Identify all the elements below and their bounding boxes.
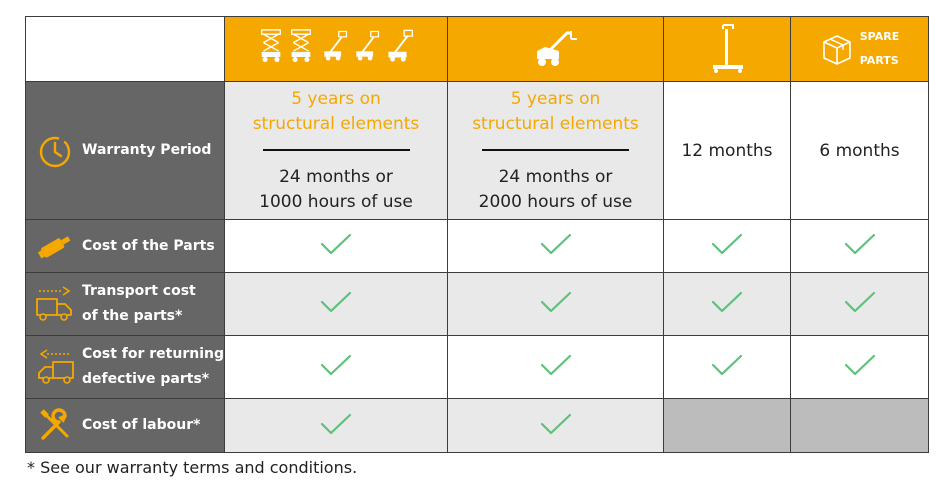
check-icon <box>539 412 573 436</box>
check-icon <box>539 353 573 377</box>
row-label-returning: Cost for returning defective parts* <box>25 335 225 399</box>
check-icon <box>710 353 744 377</box>
aerial-platforms-icon <box>260 29 414 63</box>
check-icon <box>710 232 744 256</box>
check-returning-telehandler <box>447 335 664 399</box>
warranty-tele-black-1: 24 months or <box>498 166 613 187</box>
parts-label: Cost of the Parts <box>82 237 215 254</box>
row-label-labour: Cost of labour* <box>25 398 225 453</box>
check-transport-telehandler <box>447 272 664 336</box>
check-icon <box>710 290 744 314</box>
check-icon <box>843 232 877 256</box>
warranty-tele-orange-2: structural elements <box>472 113 639 134</box>
transport-label-1: Transport cost <box>82 283 196 299</box>
header-row: SPARE PARTS <box>25 16 929 82</box>
wrench-screwdriver-icon <box>40 407 69 440</box>
warranty-aerial-black-1: 24 months or <box>279 166 393 187</box>
returning-label-1: Cost for returning <box>82 346 224 362</box>
truck-return-icon <box>38 349 74 384</box>
check-icon <box>843 353 877 377</box>
check-icon <box>319 232 353 256</box>
footnote: * See our warranty terms and conditions. <box>27 458 358 477</box>
warranty-tele-black-2: 2000 hours of use <box>478 191 633 212</box>
row-label-warranty: Warranty Period <box>25 81 225 220</box>
check-returning-aerial <box>224 335 448 399</box>
warranty-table: SPARE PARTS Warranty Period 5 years on s… <box>25 16 929 453</box>
check-parts-aerial <box>224 219 448 273</box>
warranty-cell-mast: 12 months <box>663 81 791 220</box>
separator <box>482 148 629 151</box>
table-row-labour: Cost of labour* <box>25 398 929 453</box>
check-icon <box>319 290 353 314</box>
table-row-parts: Cost of the Parts <box>25 219 929 273</box>
mast-lift-icon <box>713 24 743 73</box>
check-parts-mast <box>663 219 791 273</box>
na-labour-spare <box>790 398 929 453</box>
header-mast-lift <box>663 16 791 82</box>
warranty-aerial-black-2: 1000 hours of use <box>259 191 413 212</box>
check-icon <box>539 290 573 314</box>
check-icon <box>843 290 877 314</box>
check-parts-spare <box>790 219 929 273</box>
check-returning-mast <box>663 335 791 399</box>
warranty-period-label: Warranty Period <box>82 142 212 158</box>
header-spare-parts: SPARE PARTS <box>790 16 929 82</box>
check-transport-mast <box>663 272 791 336</box>
check-parts-telehandler <box>447 219 664 273</box>
telehandler-icon <box>536 31 577 66</box>
check-icon <box>539 232 573 256</box>
header-telehandler <box>447 16 664 82</box>
check-icon <box>319 412 353 436</box>
separator <box>262 148 410 151</box>
header-blank-cell <box>25 16 225 82</box>
labour-label: Cost of labour* <box>82 417 201 433</box>
warranty-tele-orange-1: 5 years on <box>510 88 601 109</box>
truck-forward-icon <box>36 286 72 321</box>
parcel-box-icon <box>822 35 851 65</box>
check-transport-spare <box>790 272 929 336</box>
transport-label-2: of the parts* <box>82 308 183 324</box>
returning-label-2: defective parts* <box>82 371 210 387</box>
spare-parts-label-2: PARTS <box>859 54 899 67</box>
spare-parts-label-1: SPARE <box>859 30 900 43</box>
warranty-cell-spare: 6 months <box>790 81 929 220</box>
warranty-cell-aerial: 5 years on structural elements 24 months… <box>224 81 448 220</box>
check-returning-spare <box>790 335 929 399</box>
table-row-warranty: Warranty Period 5 years on structural el… <box>25 81 929 220</box>
warranty-cell-telehandler: 5 years on structural elements 24 months… <box>447 81 664 220</box>
warranty-aerial-orange-2: structural elements <box>252 113 420 134</box>
check-icon <box>319 353 353 377</box>
cylinder-part-icon <box>37 236 71 259</box>
na-labour-mast <box>663 398 791 453</box>
row-label-transport: Transport cost of the parts* <box>25 272 225 336</box>
header-aerial-platforms <box>224 16 448 82</box>
table-row-returning: Cost for returning defective parts* <box>25 335 929 399</box>
check-transport-aerial <box>224 272 448 336</box>
row-label-parts: Cost of the Parts <box>25 219 225 273</box>
clock-icon <box>39 136 71 167</box>
check-labour-aerial <box>224 398 448 453</box>
warranty-aerial-orange-1: 5 years on <box>291 88 381 109</box>
table-row-transport: Transport cost of the parts* <box>25 272 929 336</box>
check-labour-telehandler <box>447 398 664 453</box>
